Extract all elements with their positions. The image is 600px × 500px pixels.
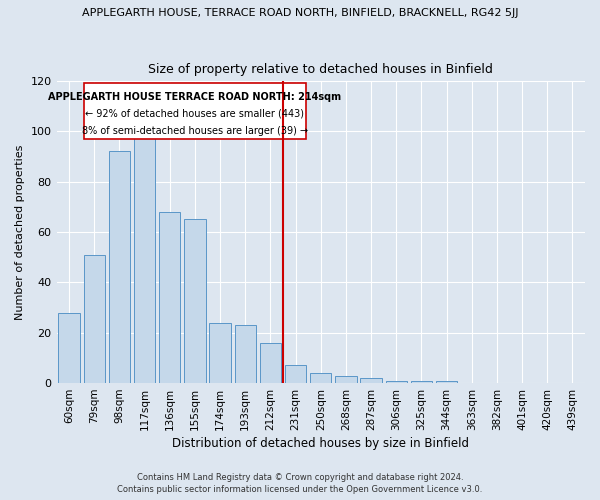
Bar [260,343,281,383]
Bar [310,373,331,383]
Bar [235,325,256,383]
Bar [109,152,130,383]
Bar [159,212,181,383]
Text: Contains HM Land Registry data © Crown copyright and database right 2024.
Contai: Contains HM Land Registry data © Crown c… [118,472,482,494]
Bar [436,380,457,383]
Bar [361,378,382,383]
Bar [411,380,432,383]
Text: ← 92% of detached houses are smaller (443): ← 92% of detached houses are smaller (44… [85,108,304,118]
Bar [285,366,307,383]
Bar [58,312,80,383]
Text: APPLEGARTH HOUSE, TERRACE ROAD NORTH, BINFIELD, BRACKNELL, RG42 5JJ: APPLEGARTH HOUSE, TERRACE ROAD NORTH, BI… [82,8,518,18]
Y-axis label: Number of detached properties: Number of detached properties [15,144,25,320]
Bar [386,380,407,383]
FancyBboxPatch shape [84,84,305,139]
Bar [83,254,105,383]
Bar [209,322,231,383]
Bar [184,220,206,383]
X-axis label: Distribution of detached houses by size in Binfield: Distribution of detached houses by size … [172,437,469,450]
Title: Size of property relative to detached houses in Binfield: Size of property relative to detached ho… [148,62,493,76]
Text: 8% of semi-detached houses are larger (39) →: 8% of semi-detached houses are larger (3… [82,126,308,136]
Bar [134,136,155,383]
Bar [335,376,356,383]
Text: APPLEGARTH HOUSE TERRACE ROAD NORTH: 214sqm: APPLEGARTH HOUSE TERRACE ROAD NORTH: 214… [49,92,341,102]
